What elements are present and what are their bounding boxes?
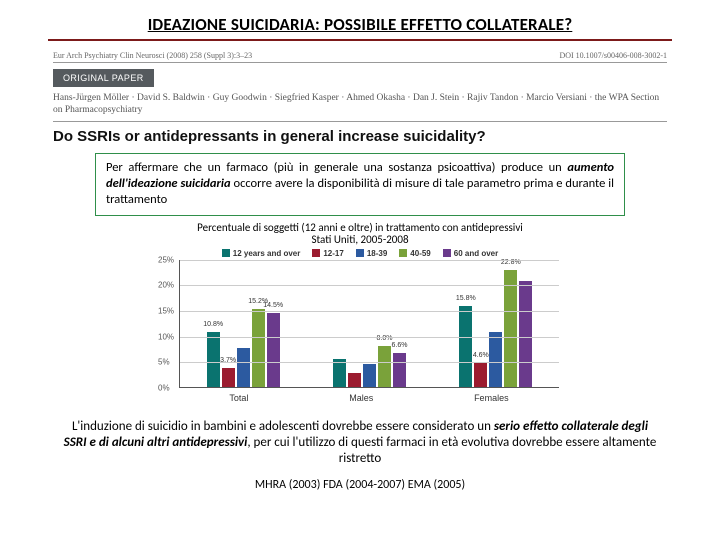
legend-item: 12 years and over [222, 249, 301, 258]
legend-swatch [222, 249, 230, 257]
bar-group: 10.8%3.7% 15.2%14.5% [207, 309, 280, 387]
y-tick: 20% [158, 281, 174, 290]
authors: Hans-Jürgen Möller · David S. Baldwin · … [53, 91, 667, 122]
gridline [180, 362, 559, 363]
bar [363, 364, 376, 387]
bar: 6.6% [393, 353, 406, 387]
chart-title: Percentuale di soggetti (12 anni e oltre… [48, 222, 672, 247]
y-tick: 5% [158, 358, 170, 367]
footer-text: L'induzione di suicidio in bambini e ado… [48, 419, 672, 468]
references: MHRA (2003) FDA (2004-2007) EMA (2005) [48, 478, 672, 492]
legend-swatch [356, 249, 364, 257]
original-paper-badge: ORIGINAL PAPER [53, 69, 154, 87]
bar-value-label: 6.6% [392, 342, 408, 349]
bar [237, 348, 250, 387]
bar-value-label: 15.8% [456, 295, 476, 302]
x-tick-label: Males [349, 391, 373, 403]
bar: 14.5% [267, 313, 280, 387]
callout-pre: Per affermare che un farmaco (più in gen… [106, 160, 567, 175]
chart-area: 10.8%3.7%15.2%14.5%8.0%6.6%15.8%4.6%22.8… [179, 260, 559, 388]
bar: 15.2% [252, 309, 265, 387]
paper-header: Eur Arch Psychiatry Clin Neurosci (2008)… [53, 51, 667, 145]
bar: 22.8% [504, 270, 517, 387]
legend-item: 40-59 [399, 249, 430, 258]
x-tick-label: Females [474, 391, 509, 403]
slide-title: IDEAZIONE SUICIDARIA: POSSIBILE EFFETTO … [48, 14, 672, 35]
bar: 10.8% [207, 332, 220, 387]
bar-group: 15.8%4.6%22.8% [459, 270, 532, 387]
bar: 4.6% [474, 363, 487, 387]
title-rule [48, 39, 672, 41]
chart: 12 years and over 12-17 18-39 40-59 60 and o… [155, 249, 565, 403]
x-tick-label: Total [229, 391, 248, 403]
y-tick: 15% [158, 306, 174, 315]
bar [519, 281, 532, 387]
legend-swatch [443, 249, 451, 257]
legend-swatch [399, 249, 407, 257]
callout-box: Per affermare che un farmaco (più in gen… [95, 153, 625, 216]
gridline [180, 311, 559, 312]
journal-ref: Eur Arch Psychiatry Clin Neurosci (2008)… [53, 51, 252, 60]
bar [489, 332, 502, 387]
x-axis-labels: Total Males Females [179, 391, 559, 403]
gridline [180, 337, 559, 338]
legend-swatch [312, 249, 320, 257]
y-tick: 25% [158, 255, 174, 264]
bar-value-label: 4.6% [473, 352, 489, 359]
bar-value-label: 14.5% [263, 302, 283, 309]
legend-item: 18-39 [356, 249, 387, 258]
legend-item: 12-17 [312, 249, 343, 258]
bar [348, 373, 361, 387]
bar: 15.8% [459, 306, 472, 387]
gridline [180, 285, 559, 286]
bar: 3.7% [222, 368, 235, 387]
legend-item: 60 and over [443, 249, 498, 258]
y-tick: 0% [158, 383, 170, 392]
gridline [180, 260, 559, 261]
doi: DOI 10.1007/s00406-008-3002-1 [559, 51, 667, 60]
paper-title: Do SSRIs or antidepressants in general i… [53, 128, 667, 145]
bar-value-label: 10.8% [203, 321, 223, 328]
legend: 12 years and over 12-17 18-39 40-59 60 and o… [155, 249, 565, 258]
bar-group: 8.0%6.6% [333, 346, 406, 387]
y-tick: 10% [158, 332, 174, 341]
bar: 8.0% [378, 346, 391, 387]
